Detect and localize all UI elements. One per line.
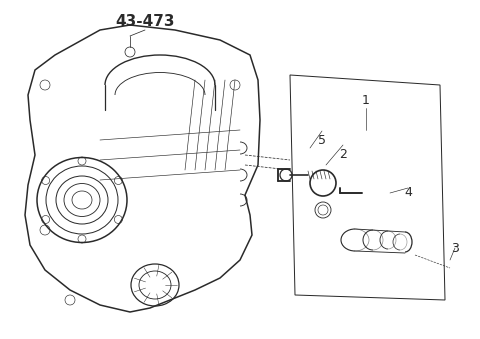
Text: 2: 2 — [339, 148, 347, 161]
Text: 5: 5 — [318, 134, 326, 146]
Text: 3: 3 — [451, 241, 459, 255]
Text: 1: 1 — [362, 94, 370, 106]
Text: 4: 4 — [404, 186, 412, 199]
Text: 43-473: 43-473 — [115, 15, 175, 29]
